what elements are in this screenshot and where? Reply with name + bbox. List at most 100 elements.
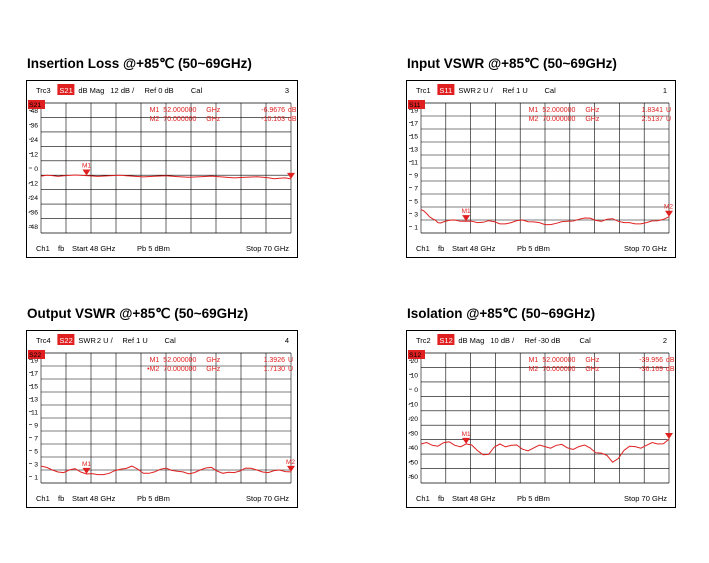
y-tick-label: 15 [30, 384, 38, 391]
y-tick-label: 13 [30, 397, 38, 404]
marker-readout-freq: 52.000000 [163, 107, 196, 114]
data-trace [420, 209, 670, 226]
ref-badge-label: S12 [409, 352, 421, 359]
cal-label: Cal [165, 336, 177, 345]
panel-title: Isolation @+85℃ (50~69GHz) [407, 306, 596, 321]
ref-label: Ref 1 U [122, 336, 147, 345]
marker-triangle [82, 467, 91, 474]
marker-triangle [287, 172, 295, 179]
y-tick-label: -24 [28, 195, 38, 202]
channel-number: 2 [663, 336, 667, 345]
trace-label: Trc3 [36, 86, 51, 95]
footer-power: Pb 5 dBm [517, 244, 550, 253]
y-tick-label: 11 [31, 410, 38, 417]
y-tick-label: -12 [28, 180, 38, 187]
marker-readout-unit: GHz [206, 357, 221, 364]
marker-readout-vunit: dB [666, 357, 675, 364]
y-tick-label: 17 [30, 371, 38, 378]
y-tick-label: 36 [30, 123, 38, 130]
y-tick-label: 20 [410, 358, 418, 365]
y-tick-label: 5 [34, 449, 38, 456]
y-tick-label: 9 [34, 423, 38, 430]
marker-triangle [462, 437, 471, 444]
analyzer-screen: Trc3 S21 dB Mag 12 dB / Ref 0 dB Cal 3 48 36 24 12… [26, 80, 298, 258]
y-tick-label: 19 [30, 358, 38, 365]
footer-start: Start 48 GHz [452, 244, 496, 253]
marker-readout-label: M2 [150, 116, 160, 123]
ref-badge-label: S21 [29, 102, 41, 109]
channel-number: 3 [285, 86, 289, 95]
y-tick-label: 48 [30, 108, 38, 115]
trace-label: Trc2 [416, 336, 431, 345]
analyzer-screen: Trc2 S12 dB Mag 10 dB / Ref -30 dB Cal 2 20 10 0 -… [406, 330, 676, 508]
marker-readout-freq: 52.000000 [163, 357, 196, 364]
marker-readout-label: M1 [529, 107, 539, 114]
footer-stop: Stop 70 GHz [624, 494, 667, 503]
marker-flag-label: M2 [664, 204, 673, 211]
footer-channel: Ch1 [36, 244, 50, 253]
ref-badge [408, 100, 425, 109]
scale-label: 10 dB / [490, 336, 515, 345]
footer-fb: fb [58, 494, 64, 503]
ref-badge [408, 350, 425, 359]
marker-readout-unit: GHz [585, 107, 600, 114]
y-tick-label: 0 [34, 166, 38, 173]
format-label: dB Mag [78, 86, 104, 95]
y-tick-label: 5 [414, 199, 418, 206]
scale-label: 2 U / [477, 86, 494, 95]
footer-channel: Ch1 [416, 244, 430, 253]
marker-flag-label: M2 [286, 459, 295, 466]
y-tick-label: -20 [408, 416, 418, 423]
chart-svg: Trc1 S11 SWR 2 U / Ref 1 U Cal 119171513119753… [408, 84, 673, 253]
y-tick-label: 7 [34, 436, 38, 443]
marker-readout-label: M1 [150, 107, 160, 114]
marker-readout-label: M1 [529, 357, 539, 364]
marker-readout-label: •M2 [147, 366, 159, 373]
marker-triangle [287, 465, 295, 472]
cal-label: Cal [545, 86, 557, 95]
footer-channel: Ch1 [36, 494, 50, 503]
param-label: S11 [439, 86, 452, 95]
marker-readout-unit: GHz [206, 116, 221, 123]
ref-label: Ref 0 dB [145, 86, 174, 95]
marker-readout-unit: GHz [206, 107, 221, 114]
analyzer-screen: Trc4 S22 SWR 2 U / Ref 1 U Cal 4 19 17 15 13 11 9 7 5 3… [26, 330, 298, 508]
trace-label: Trc4 [36, 336, 51, 345]
ref-badge [28, 350, 45, 359]
param-badge [57, 334, 75, 345]
footer-fb: fb [438, 494, 444, 503]
marker-readout-freq: 52.000000 [542, 357, 575, 364]
marker-readout-label: M2 [529, 366, 539, 373]
chart-svg: Trc2 S12 dB Mag 10 dB / Ref -30 dB Cal 2 20 10 0 -… [408, 334, 675, 503]
y-tick-label: 24 [30, 137, 38, 144]
analyzer-screen: Trc1 S11 SWR 2 U / Ref 1 U Cal 1 19 17 15 13 11 9 7 5 3… [406, 80, 676, 258]
marker-readout-label: M1 [150, 357, 160, 364]
y-tick-label: 1 [34, 475, 38, 482]
marker-readout-value: 1.8341 [642, 107, 664, 114]
marker-triangle [82, 169, 91, 176]
y-tick-label: 12 [30, 152, 38, 159]
panel-title: Output VSWR @+85℃ (50~69GHz) [27, 306, 249, 321]
marker-readout-vunit: U [666, 107, 671, 114]
marker-readout-unit: GHz [206, 366, 221, 373]
y-tick-label: 0 [414, 387, 418, 394]
format-label: SWR [458, 86, 476, 95]
marker-triangle [665, 433, 673, 439]
y-tick-label: 11 [411, 160, 418, 167]
marker-readout-freq: 70.000000 [542, 116, 575, 123]
footer-stop: Stop 70 GHz [624, 244, 667, 253]
marker-readout-value: -10.103 [261, 116, 285, 123]
y-tick-label: -10 [408, 402, 418, 409]
ref-label: Ref -30 dB [525, 336, 561, 345]
marker-triangle [462, 215, 471, 222]
marker-readout-vunit: dB [666, 366, 675, 373]
trace-label: Trc1 [416, 86, 431, 95]
chart-svg: Trc4 S22 SWR 2 U / Ref 1 U Cal 4 19 17 15 13 11 9 7 5 3… [28, 334, 295, 503]
marker-readout-freq: 70.000000 [163, 116, 196, 123]
marker-readout-freq: 70.000000 [163, 366, 196, 373]
marker-readout-value: 2.5137 [642, 116, 664, 123]
y-tick-label: -36 [28, 209, 38, 216]
footer-stop: Stop 70 GHz [246, 244, 289, 253]
param-label: S21 [59, 86, 72, 95]
footer-start: Start 48 GHz [452, 494, 496, 503]
